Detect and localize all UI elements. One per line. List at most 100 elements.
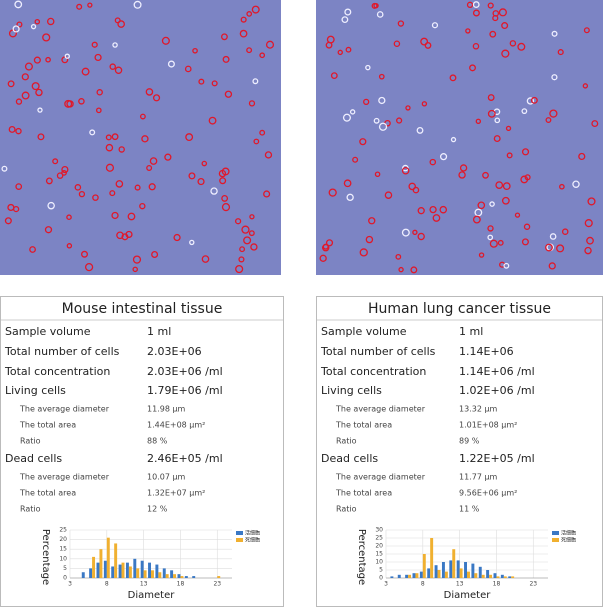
x-tick-label: 13	[456, 581, 464, 588]
detail-label: The average diameter	[19, 473, 110, 482]
bar	[496, 576, 500, 578]
cell-outline	[52, 158, 59, 165]
detail-value: 1.32E+07 μm²	[147, 489, 205, 498]
bar	[511, 576, 515, 578]
cell-outline	[489, 201, 495, 207]
cell-outline	[37, 133, 45, 141]
bar	[397, 574, 401, 578]
cell-outline	[578, 152, 586, 161]
cell-outline	[109, 63, 116, 70]
cell-outline	[235, 264, 244, 274]
cell-outline	[188, 172, 196, 180]
cell-outline	[319, 254, 327, 262]
detail-label: The total area	[19, 489, 76, 498]
cell-outline	[396, 117, 403, 124]
cell-outline	[376, 11, 384, 18]
bar	[136, 568, 140, 578]
cell-outline	[221, 202, 231, 212]
cell-outline	[239, 29, 248, 38]
cell-outline	[221, 33, 228, 41]
cell-outline	[116, 231, 124, 240]
cell-outline	[345, 46, 352, 53]
x-axis-title: Diameter	[128, 590, 176, 601]
cell-outline	[145, 88, 154, 96]
detail-value: 1.01E+08 μm²	[459, 421, 517, 430]
row-label: Total concentration	[320, 365, 426, 378]
bar	[500, 574, 504, 578]
bar	[99, 549, 103, 578]
cell-outline	[132, 255, 142, 264]
legend-label: 活细胞	[245, 530, 260, 537]
cell-outline	[222, 55, 230, 63]
bar	[441, 562, 445, 578]
cell-outline	[439, 205, 448, 214]
cell-outline	[410, 266, 418, 274]
bar	[493, 573, 497, 578]
x-tick-label: 3	[68, 581, 72, 588]
y-tick-label: 25	[375, 535, 383, 542]
cell-outline	[506, 152, 513, 159]
cell-outline	[393, 40, 401, 48]
cell-outline	[219, 177, 227, 185]
micrograph-bg	[316, 0, 603, 275]
cell-outline	[450, 136, 457, 143]
cell-outline	[64, 99, 73, 108]
cell-outline	[13, 205, 20, 213]
section-label: Dead cells	[321, 452, 378, 465]
detail-value: 13.32 μm	[459, 405, 498, 414]
detail-label: Ratio	[20, 505, 41, 514]
cell-outline	[349, 109, 356, 115]
cell-outline	[45, 56, 51, 63]
cell-outline	[16, 21, 23, 28]
cell-outline	[530, 96, 538, 104]
cell-outline	[521, 238, 529, 246]
cell-outline	[328, 188, 337, 197]
micrograph	[0, 0, 281, 275]
bar	[444, 571, 448, 578]
cell-outline	[459, 164, 468, 172]
x-tick-label: 23	[529, 581, 537, 588]
bar	[390, 576, 394, 578]
detail-label: Ratio	[336, 505, 357, 514]
cell-outline	[429, 158, 437, 166]
cell-outline	[240, 16, 247, 23]
bar	[158, 572, 162, 578]
cell-outline	[167, 60, 175, 68]
bar	[481, 574, 485, 578]
row-label: Total number of cells	[4, 345, 120, 358]
cell-outline	[189, 239, 195, 246]
cell-outline	[502, 182, 511, 191]
cell-outline	[248, 230, 255, 237]
cell-outline	[197, 177, 205, 186]
cell-outline	[118, 146, 125, 153]
cell-outline	[492, 10, 500, 17]
cell-outline	[264, 151, 273, 159]
detail-value: 11.77 μm	[459, 473, 498, 482]
cell-outline	[344, 8, 352, 16]
legend-label: 死细胞	[245, 537, 260, 544]
bar	[148, 562, 151, 578]
panel-title: Mouse intestinal tissue	[62, 301, 223, 317]
cell-outline	[33, 56, 41, 64]
cell-outline	[15, 98, 23, 105]
y-tick-label: 0	[63, 575, 67, 582]
y-tick-label: 20	[59, 536, 67, 543]
cell-outline	[365, 64, 371, 71]
cell-outline	[322, 243, 329, 250]
cell-outline	[412, 229, 418, 235]
cell-outline	[523, 223, 531, 230]
cell-outline	[253, 138, 260, 145]
detail-label: The average diameter	[335, 473, 426, 482]
cell-outline	[487, 234, 494, 241]
bar	[103, 560, 107, 578]
bar	[503, 576, 507, 578]
y-tick-label: 10	[375, 559, 383, 566]
bar	[165, 574, 169, 578]
cell-outline	[139, 113, 146, 120]
cell-outline	[421, 101, 428, 107]
cell-outline	[466, 1, 474, 8]
cell-outline	[465, 28, 471, 34]
cell-outline	[249, 214, 255, 220]
cell-outline	[74, 184, 82, 191]
bar	[486, 570, 490, 578]
